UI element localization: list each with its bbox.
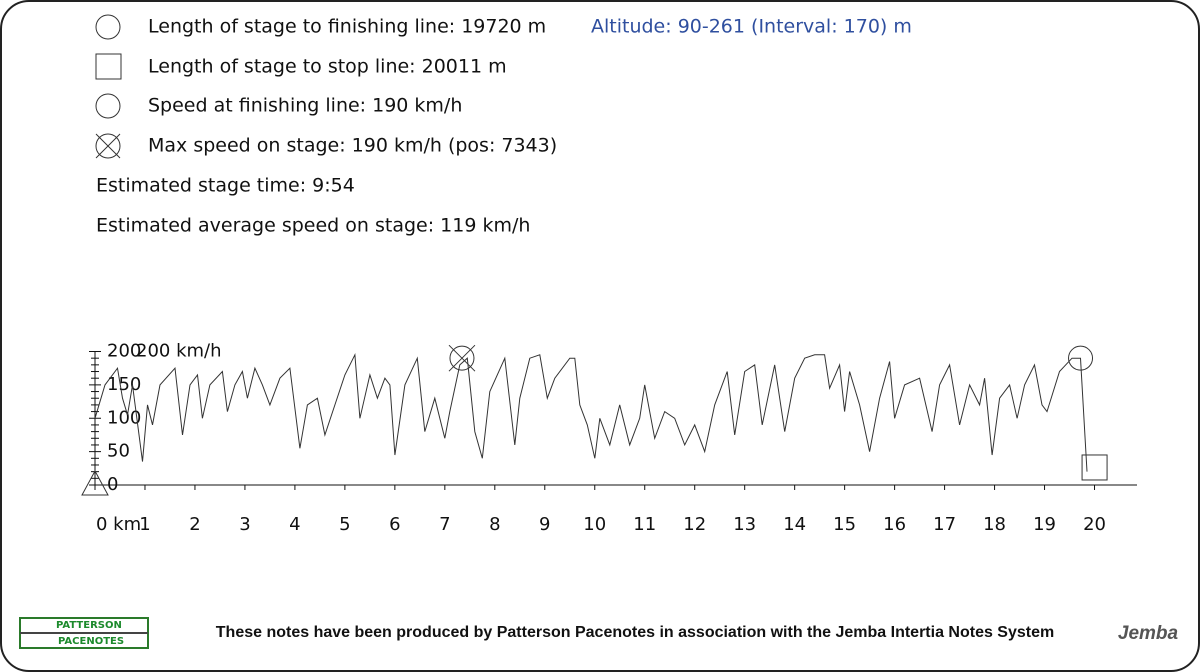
x-tick-label: 17 [933, 514, 956, 535]
info-line: Speed at finishing line: 190 km/h [148, 95, 462, 117]
info-line: Length of stage to finishing line: 19720… [148, 16, 546, 38]
y-unit-label: 200 km/h [136, 341, 222, 362]
x-tick-label: 4 [289, 514, 300, 535]
altitude: Altitude: 90-261 (Interval: 170) m [591, 16, 912, 38]
x-tick-label: 15 [833, 514, 856, 535]
info-line: Estimated stage time: 9:54 [96, 175, 355, 197]
x-tick-label: 11 [633, 514, 656, 535]
y-tick-label: 200 [107, 341, 141, 362]
x-tick-label: 5 [339, 514, 350, 535]
info-line: Estimated average speed on stage: 119 km… [96, 215, 530, 237]
x-tick-label: 1 [139, 514, 150, 535]
x-tick-label: 14 [783, 514, 806, 535]
x-tick-label: 16 [883, 514, 906, 535]
x-tick-label: 7 [439, 514, 450, 535]
x-tick-label: 18 [983, 514, 1006, 535]
max-marker-cross [448, 344, 476, 372]
finish-marker [1068, 345, 1094, 371]
max-icon [95, 133, 121, 159]
x-tick-label: 8 [489, 514, 500, 535]
start-marker [81, 469, 109, 496]
x-tick-label: 3 [239, 514, 250, 535]
x-tick-label: 0 km [96, 514, 141, 535]
y-tick-label: 150 [107, 374, 141, 395]
y-tick-label: 100 [107, 407, 141, 428]
x-tick-label: 13 [733, 514, 756, 535]
footer-text: These notes have been produced by Patter… [216, 624, 1054, 641]
x-tick-label: 10 [583, 514, 606, 535]
logo-text: PATTERSON [56, 620, 122, 631]
stop-marker [1081, 454, 1108, 481]
x-tick-label: 9 [539, 514, 550, 535]
info-line: Max speed on stage: 190 km/h (pos: 7343) [148, 135, 557, 157]
x-tick-label: 20 [1083, 514, 1106, 535]
max-marker [449, 345, 475, 371]
y-tick-label: 50 [107, 441, 130, 462]
x-tick-label: 12 [683, 514, 706, 535]
patterson-logo: PATTERSON PACENOTES [19, 617, 149, 649]
x-tick-label: 2 [189, 514, 200, 535]
speed-icon [95, 93, 121, 119]
stop-icon [95, 53, 122, 80]
y-tick-label: 0 [107, 474, 118, 495]
logo-text: PACENOTES [58, 636, 124, 647]
jemba-logo: Jemba [1118, 623, 1179, 644]
x-tick-label: 19 [1033, 514, 1056, 535]
chart: 0 km1 2 3 4 5 6 7 8 9 10 11 12 13 14 15 16 17 18 19 2005010… [81, 341, 1137, 535]
info-line: Length of stage to stop line: 20011 m [148, 56, 507, 78]
finish-icon [95, 14, 121, 40]
x-tick-label: 6 [389, 514, 400, 535]
speed-line [94, 352, 1088, 472]
